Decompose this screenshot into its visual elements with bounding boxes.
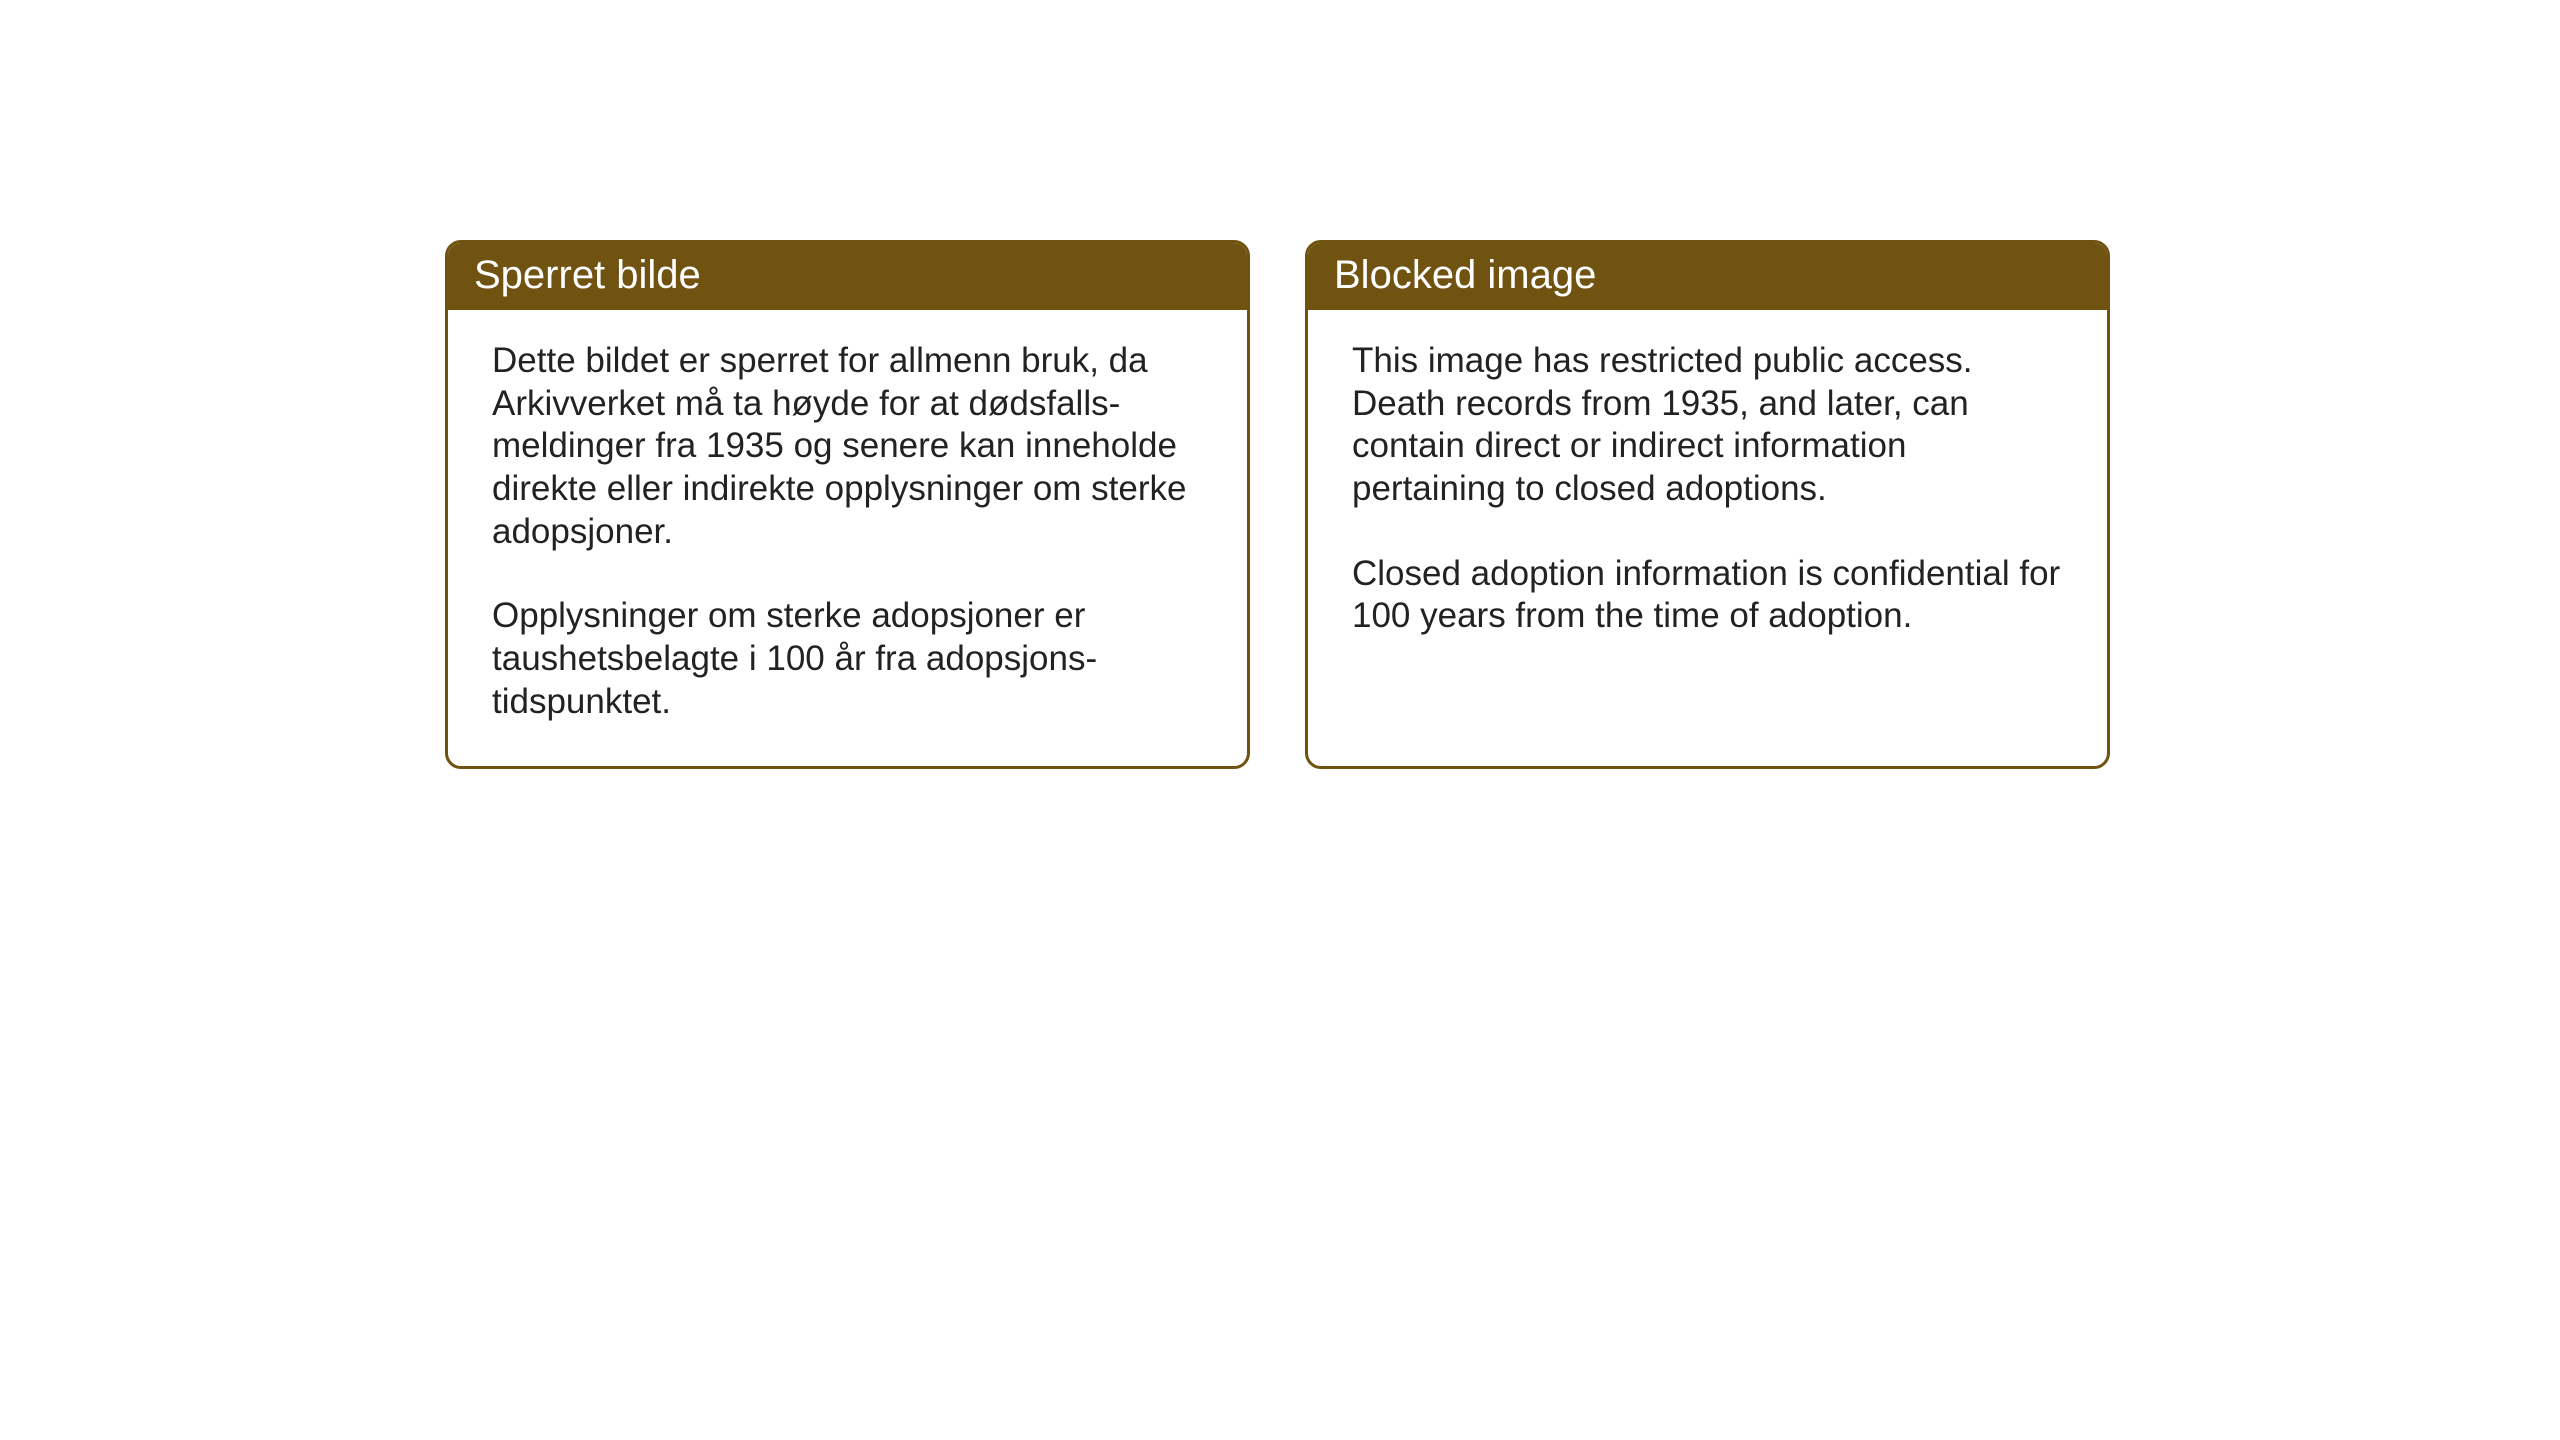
notice-paragraph-2-norwegian: Opplysninger om sterke adopsjoner er tau… — [492, 595, 1203, 723]
notice-paragraph-2-english: Closed adoption information is confident… — [1352, 553, 2063, 638]
notice-card-norwegian: Sperret bilde Dette bildet er sperret fo… — [445, 240, 1250, 769]
notice-header-norwegian: Sperret bilde — [448, 243, 1247, 310]
notice-header-english: Blocked image — [1308, 243, 2107, 310]
notice-paragraph-1-norwegian: Dette bildet er sperret for allmenn bruk… — [492, 340, 1203, 553]
notice-card-english: Blocked image This image has restricted … — [1305, 240, 2110, 769]
notice-body-norwegian: Dette bildet er sperret for allmenn bruk… — [448, 310, 1247, 766]
notice-title-norwegian: Sperret bilde — [474, 253, 1221, 298]
notice-container: Sperret bilde Dette bildet er sperret fo… — [445, 240, 2110, 769]
notice-title-english: Blocked image — [1334, 253, 2081, 298]
notice-body-english: This image has restricted public access.… — [1308, 310, 2107, 680]
notice-paragraph-1-english: This image has restricted public access.… — [1352, 340, 2063, 511]
